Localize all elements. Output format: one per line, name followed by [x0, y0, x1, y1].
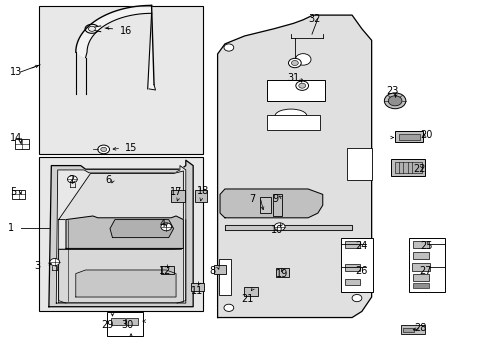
Circle shape — [351, 294, 361, 302]
Ellipse shape — [274, 109, 306, 123]
Text: 23: 23 — [386, 86, 398, 96]
Circle shape — [387, 96, 401, 106]
Circle shape — [298, 83, 305, 88]
Circle shape — [101, 147, 106, 152]
Bar — [111, 318, 125, 325]
Text: 1: 1 — [8, 222, 15, 233]
Bar — [190, 283, 204, 291]
Bar — [219, 259, 231, 295]
Bar — [39, 157, 203, 311]
Text: 32: 32 — [307, 14, 320, 24]
Circle shape — [295, 54, 310, 65]
Bar — [194, 190, 207, 202]
Bar — [214, 265, 226, 274]
Text: 3: 3 — [34, 261, 41, 271]
Bar — [345, 241, 359, 248]
Bar — [345, 279, 359, 285]
Circle shape — [274, 223, 285, 231]
Polygon shape — [217, 15, 371, 318]
Polygon shape — [76, 270, 176, 297]
Text: 28: 28 — [414, 323, 426, 333]
Text: 22: 22 — [412, 164, 425, 174]
Bar — [161, 266, 173, 274]
Text: 5: 5 — [10, 186, 16, 197]
Text: 13: 13 — [10, 67, 22, 77]
Bar — [412, 283, 428, 288]
Bar — [408, 238, 445, 292]
Text: 10: 10 — [271, 225, 283, 235]
Bar — [346, 148, 371, 180]
Text: 20: 20 — [420, 130, 432, 140]
Circle shape — [384, 93, 405, 109]
Bar — [341, 238, 372, 292]
Text: 14: 14 — [10, 132, 22, 143]
Polygon shape — [66, 216, 183, 248]
Bar — [394, 131, 423, 142]
Text: 27: 27 — [419, 266, 431, 276]
Polygon shape — [59, 248, 183, 302]
Bar — [412, 274, 428, 281]
Polygon shape — [49, 160, 193, 307]
Circle shape — [288, 58, 301, 68]
Text: 12: 12 — [159, 266, 171, 276]
Text: 16: 16 — [120, 26, 132, 36]
Circle shape — [88, 26, 95, 31]
Bar — [412, 241, 428, 248]
Bar — [345, 264, 359, 271]
Circle shape — [50, 258, 60, 266]
Bar — [126, 318, 138, 325]
Bar — [402, 328, 413, 332]
Circle shape — [291, 60, 298, 66]
Bar — [412, 252, 428, 259]
Polygon shape — [110, 220, 173, 238]
Circle shape — [67, 176, 77, 183]
Text: 21: 21 — [241, 294, 253, 304]
Polygon shape — [59, 171, 183, 220]
Text: 19: 19 — [276, 269, 288, 279]
Text: 2: 2 — [68, 175, 75, 185]
Bar — [398, 134, 419, 140]
Text: 25: 25 — [420, 240, 432, 251]
Polygon shape — [56, 166, 185, 303]
Polygon shape — [76, 5, 155, 90]
Circle shape — [224, 44, 233, 51]
Polygon shape — [224, 225, 351, 230]
Bar — [394, 162, 421, 173]
Text: 7: 7 — [249, 194, 255, 204]
Text: 9: 9 — [272, 194, 279, 204]
Text: 15: 15 — [124, 143, 137, 153]
Text: 31: 31 — [287, 73, 299, 84]
Bar — [260, 197, 270, 213]
Circle shape — [295, 81, 308, 90]
Bar — [15, 139, 29, 149]
Bar — [400, 325, 425, 334]
Text: 8: 8 — [209, 266, 215, 276]
Bar — [171, 190, 184, 202]
Bar — [106, 312, 143, 336]
Text: 6: 6 — [105, 175, 111, 185]
Text: 26: 26 — [354, 266, 366, 276]
Bar — [272, 194, 281, 216]
Bar — [266, 115, 320, 130]
Bar — [243, 287, 258, 296]
Bar — [39, 6, 203, 154]
Text: 29: 29 — [101, 320, 113, 330]
Bar — [276, 268, 288, 277]
Circle shape — [161, 223, 171, 231]
Bar — [12, 190, 25, 199]
Text: 17: 17 — [170, 186, 182, 197]
Polygon shape — [220, 189, 322, 218]
Circle shape — [98, 145, 109, 154]
Bar — [411, 263, 429, 271]
Text: 24: 24 — [354, 240, 366, 251]
Text: 18: 18 — [196, 186, 208, 196]
Text: 30: 30 — [121, 320, 133, 330]
Circle shape — [224, 304, 233, 311]
Bar — [390, 159, 425, 176]
Text: 11: 11 — [190, 286, 203, 296]
Bar — [266, 80, 325, 101]
Text: 4: 4 — [159, 219, 165, 229]
